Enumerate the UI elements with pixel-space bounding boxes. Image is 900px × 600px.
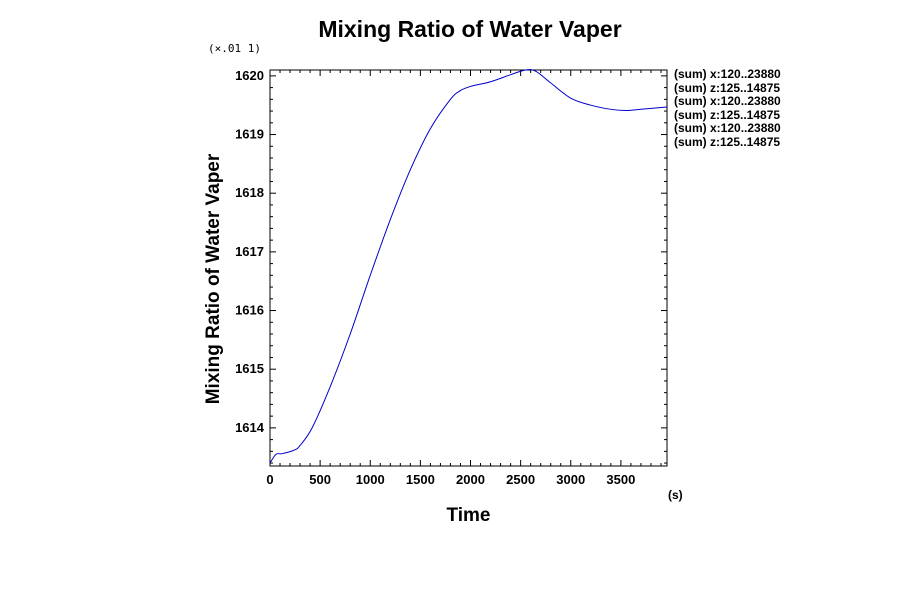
x-tick-label: 500 bbox=[309, 472, 331, 487]
legend-item: (sum) x:120..23880 bbox=[674, 121, 781, 136]
legend-item: (sum) z:125..14875 bbox=[674, 107, 781, 122]
ticks-group bbox=[269, 70, 667, 466]
legend-item: (sum) z:125..14875 bbox=[674, 134, 781, 149]
y-tick-label: 1615 bbox=[235, 361, 264, 376]
chart-title: Mixing Ratio of Water Vaper bbox=[318, 16, 622, 42]
y-tick-label: 1620 bbox=[235, 68, 264, 83]
legend: (sum) x:120..23880 (sum) z:125..14875 (sum… bbox=[674, 67, 781, 150]
x-axis-label: Time bbox=[446, 505, 491, 526]
x-tick-label: 1000 bbox=[356, 472, 385, 487]
plot-frame bbox=[269, 69, 668, 467]
series-group bbox=[269, 69, 668, 464]
x-tick-label: 1500 bbox=[406, 472, 435, 487]
series-line bbox=[269, 69, 668, 464]
x-tick-label: 2000 bbox=[456, 472, 485, 487]
x-tick-label: 2500 bbox=[506, 472, 535, 487]
legend-item: (sum) x:120..23880 bbox=[674, 67, 781, 81]
tick-labels-group: 0 500 1000 1500 2000 2500 3000 3500 1614 1615 1616… bbox=[235, 68, 635, 487]
y-tick-label: 1616 bbox=[235, 303, 264, 318]
y-tick-label: 1618 bbox=[235, 185, 264, 200]
y-tick-label: 1614 bbox=[235, 420, 265, 435]
y-axis-multiplier: (×.01 1) bbox=[208, 42, 261, 55]
y-axis-label: Mixing Ratio of Water Vaper bbox=[203, 153, 224, 405]
x-tick-label: 3000 bbox=[556, 472, 585, 487]
y-tick-label: 1619 bbox=[235, 127, 264, 142]
x-tick-label: 3500 bbox=[606, 472, 635, 487]
legend-item: (sum) x:120..23880 bbox=[674, 94, 781, 109]
axes-group bbox=[269, 69, 668, 467]
legend-item: (sum) z:125..14875 bbox=[674, 80, 781, 95]
x-axis-unit: (s) bbox=[668, 488, 683, 502]
x-tick-label: 0 bbox=[266, 472, 273, 487]
y-tick-label: 1617 bbox=[235, 244, 264, 259]
